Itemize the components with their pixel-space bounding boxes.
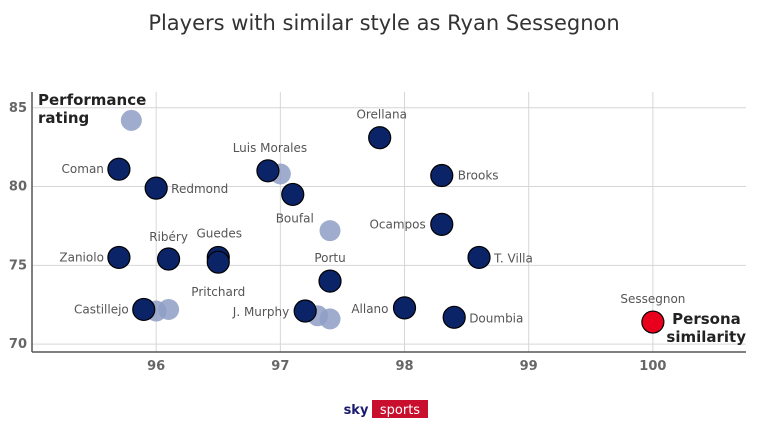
highlight-point [641, 310, 665, 334]
chart-title: Players with similar style as Ryan Sesse… [148, 11, 619, 35]
point-label: Doumbia [469, 311, 523, 325]
y-tick-label: 80 [9, 180, 27, 195]
highlight-point-marker [641, 310, 665, 334]
player-point [318, 269, 342, 293]
point-label: Portu [314, 251, 345, 265]
logo-sports-text: sports [380, 403, 420, 418]
player-point [144, 176, 168, 200]
secondary-point [158, 298, 180, 320]
y-tick-label: 85 [9, 101, 27, 116]
point-label: Zaniolo [59, 250, 104, 264]
grid-lines [32, 92, 746, 352]
x-tick-label: 99 [520, 359, 538, 374]
player-point [281, 182, 305, 207]
player-point [467, 245, 491, 270]
x-tick-label: 98 [395, 359, 413, 374]
player-point [368, 126, 392, 150]
secondary-point [319, 220, 341, 242]
point-label: Coman [62, 162, 104, 176]
logo-sky-box [340, 400, 372, 418]
y-axis-title-line-1: Performance [38, 91, 146, 109]
x-axis-title: Persona similarity [666, 310, 746, 346]
player-points [107, 126, 491, 329]
point-label: Guedes [196, 226, 242, 240]
point-labels: Orellana Coman Redmond Luis Morales Boufal Br… [59, 108, 685, 326]
player-point [430, 163, 454, 188]
player-point [392, 296, 417, 320]
x-tick-label: 100 [639, 359, 666, 374]
y-axis-title: Performance rating [38, 91, 152, 127]
point-label: J. Murphy [232, 305, 289, 319]
point-label: Orellana [356, 108, 406, 122]
point-label: Castillejo [74, 302, 129, 316]
player-point [430, 212, 454, 236]
player-point [293, 299, 317, 323]
point-label: Sessegnon [620, 292, 685, 306]
tick-labels: 96 97 98 99 100 70 75 80 85 [9, 101, 667, 374]
point-label: Boufal [276, 211, 314, 225]
y-axis-title-line-2: rating [38, 109, 89, 127]
point-label: Allano [351, 302, 388, 316]
secondary-point [120, 109, 142, 131]
x-axis-title-line-1: Persona [672, 310, 741, 328]
x-axis-title-line-2: similarity [666, 328, 746, 346]
x-tick-label: 97 [271, 359, 289, 374]
player-point [107, 157, 131, 181]
secondary-points [120, 109, 341, 330]
point-label: Luis Morales [233, 141, 307, 155]
logo-sky-text: sky [344, 403, 369, 418]
point-label: Brooks [458, 169, 499, 183]
x-tick-label: 96 [147, 359, 165, 374]
point-label: Pritchard [191, 285, 245, 299]
axes [31, 92, 746, 353]
player-point [132, 297, 156, 322]
player-point [206, 250, 230, 274]
sky-sports-logo: sky sports [340, 400, 428, 418]
point-label: Ribéry [149, 230, 188, 244]
logo-sports-box [372, 400, 428, 418]
secondary-point [319, 308, 341, 330]
point-label: Redmond [171, 182, 228, 196]
player-point [442, 305, 466, 329]
player-point [256, 159, 280, 183]
player-point [107, 245, 131, 270]
y-tick-label: 70 [9, 337, 27, 352]
point-label: T. Villa [493, 251, 533, 265]
y-tick-label: 75 [9, 258, 27, 273]
point-label: Ocampos [369, 217, 425, 231]
player-point [156, 247, 181, 271]
